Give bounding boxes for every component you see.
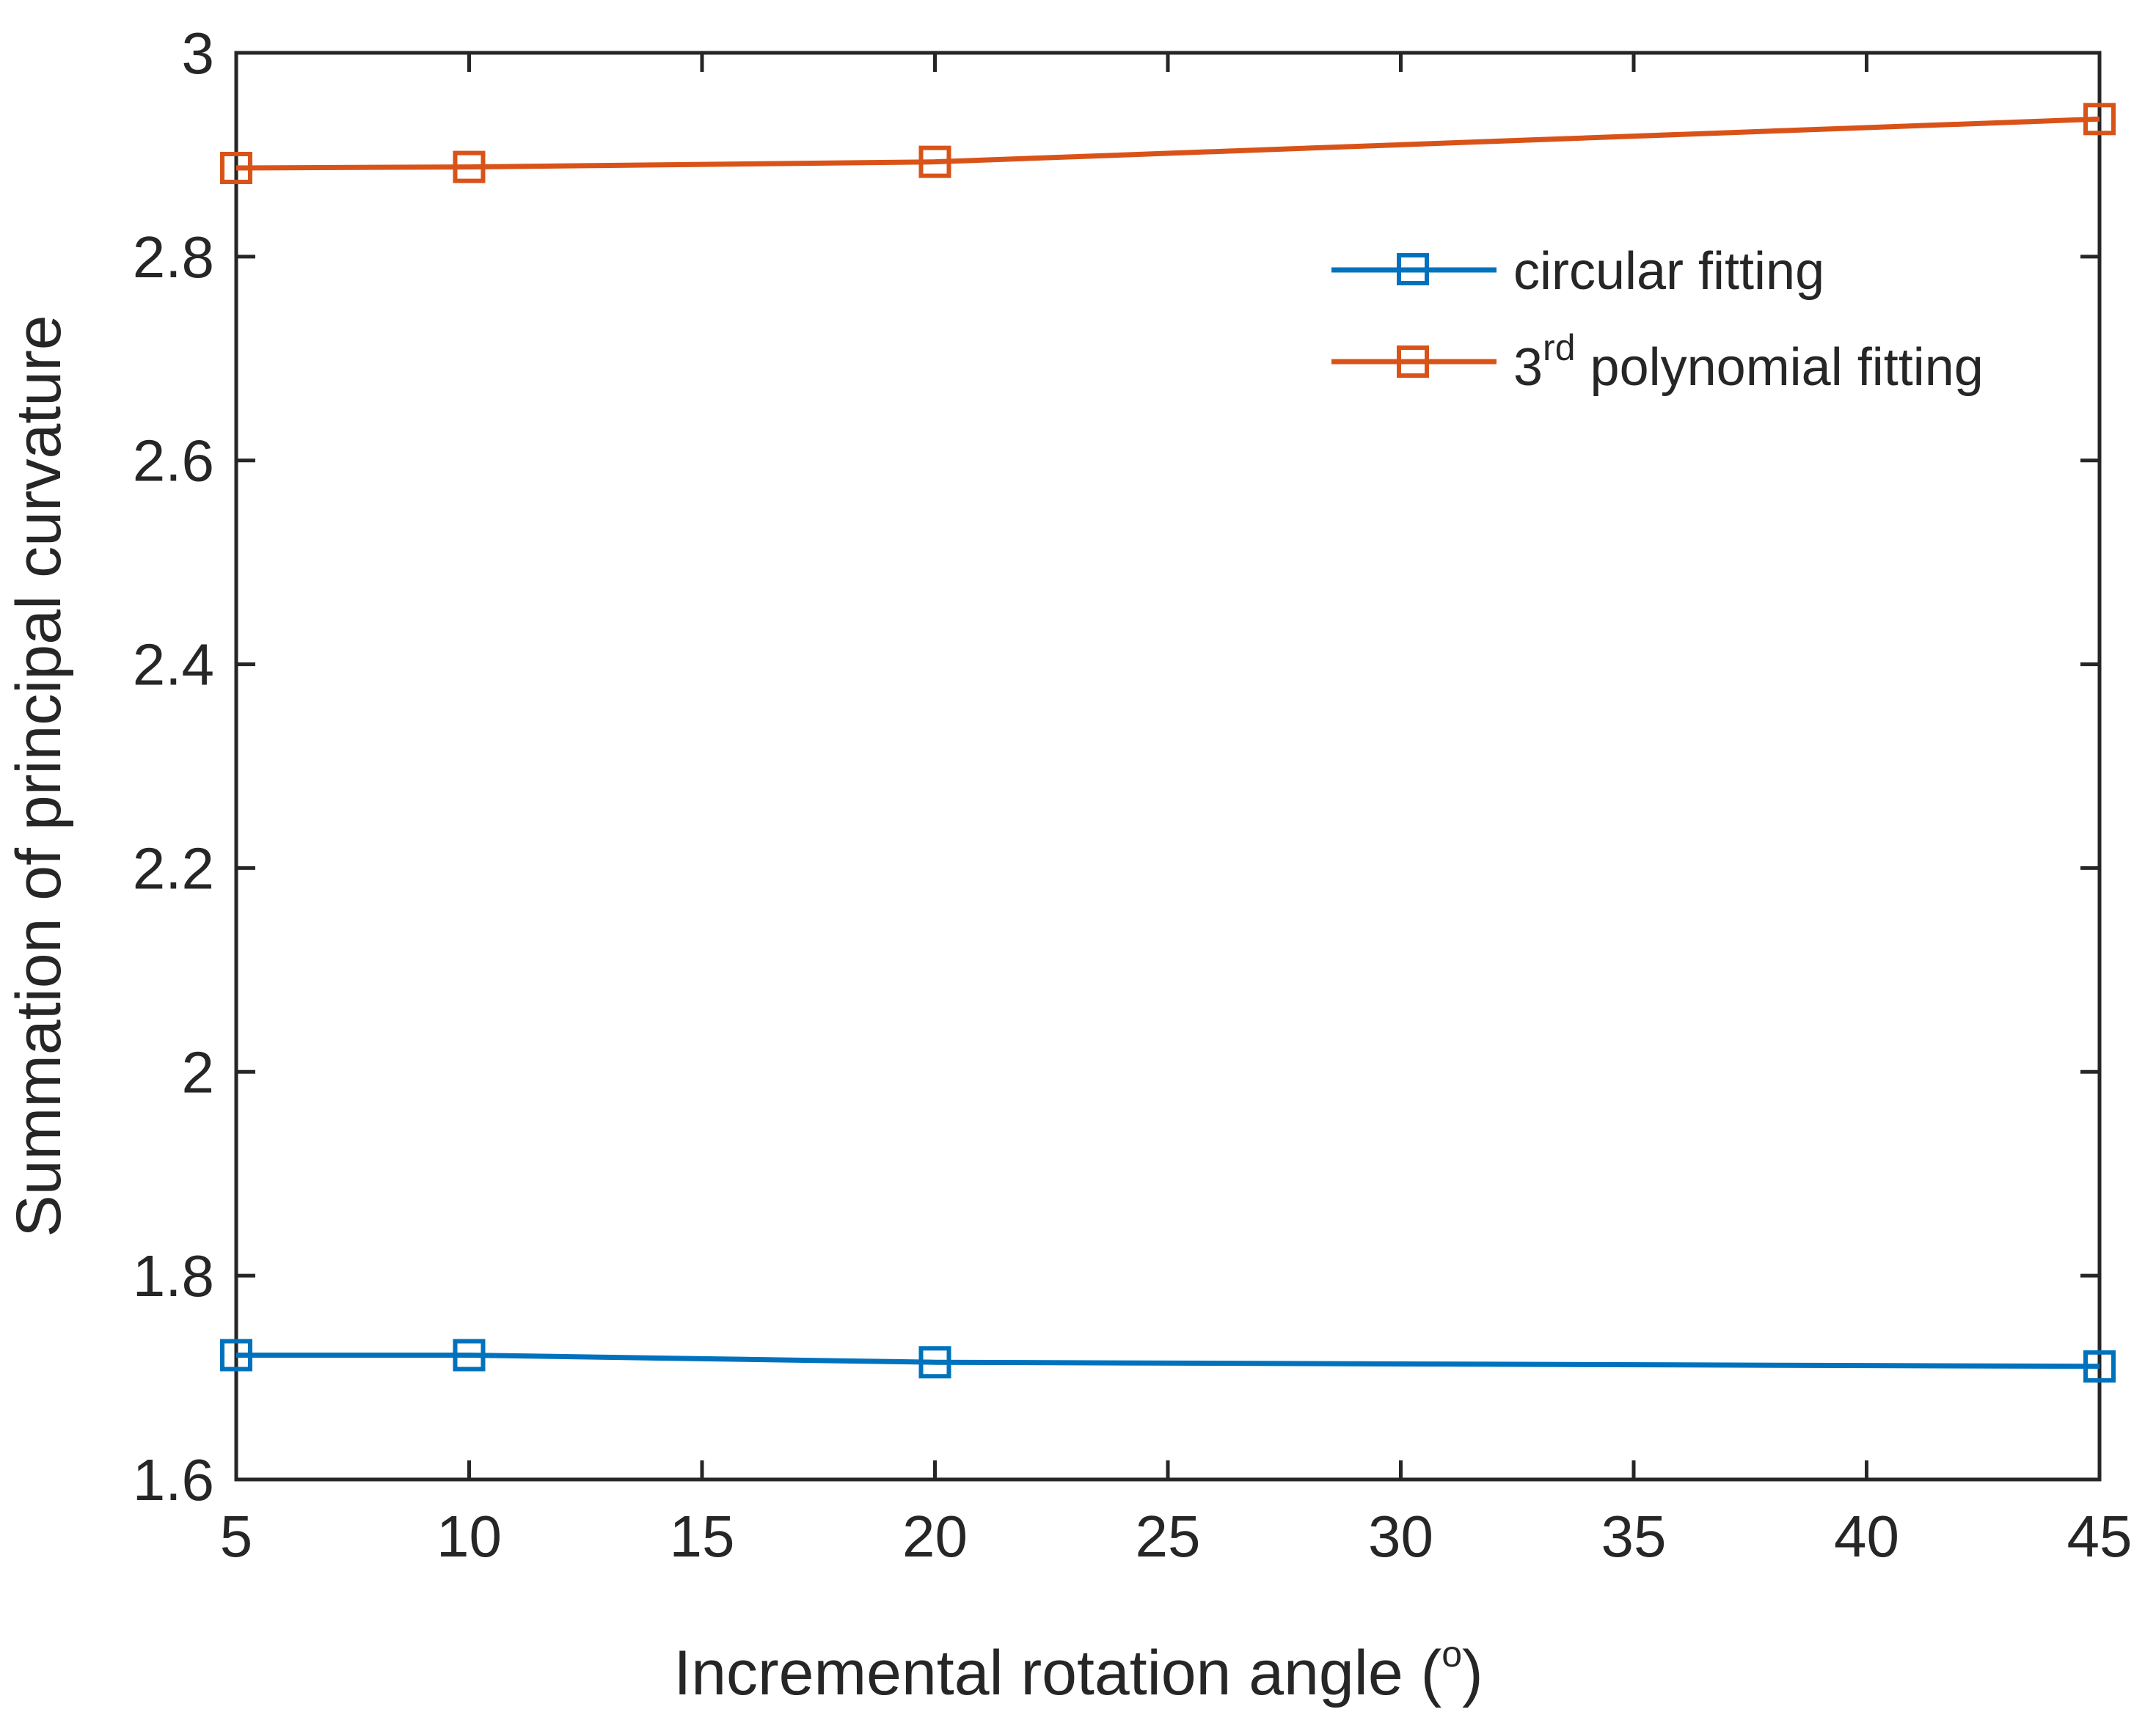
x-tick-label: 20 [902, 1504, 968, 1569]
data-point-polynomial [918, 145, 951, 178]
x-tick-label: 5 [220, 1504, 253, 1569]
y-tick-label: 2.6 [133, 428, 214, 494]
y-tick-label: 2.4 [133, 632, 214, 698]
x-tick-label: 45 [2067, 1504, 2133, 1569]
data-point-circular [918, 1346, 951, 1379]
data-point-polynomial [2083, 103, 2116, 136]
legend-entry-polynomial: 3rd polynomial fitting [1331, 327, 1984, 397]
x-axis-title: Incremental rotation angle (o) [673, 1634, 1483, 1708]
y-axis-title: Summation of principal curvature [4, 315, 74, 1237]
data-point-circular [453, 1339, 486, 1372]
x-tick-label: 30 [1368, 1504, 1433, 1569]
legend-entry-circular: circular fitting [1331, 242, 1824, 301]
y-tick-label: 2.8 [133, 224, 214, 290]
y-tick-label: 1.8 [133, 1243, 214, 1309]
legend-marker-polynomial [1397, 345, 1429, 378]
y-axis: 1.6 1.8 2 2.2 2.4 2.6 2.8 3 [133, 21, 2100, 1512]
y-tick-label: 2 [182, 1039, 215, 1105]
data-point-circular [220, 1339, 252, 1372]
data-point-polynomial [220, 151, 252, 184]
data-point-polynomial [453, 150, 486, 183]
series-line-polynomial [235, 116, 2100, 171]
legend: circular fitting 3rd polynomial fitting [1331, 242, 1984, 397]
y-tick-label: 1.6 [133, 1447, 214, 1512]
x-tick-label: 25 [1136, 1504, 1201, 1569]
data-point-circular [2083, 1350, 2116, 1383]
x-tick-label: 10 [436, 1504, 502, 1569]
x-tick-label: 35 [1601, 1504, 1667, 1569]
x-axis: 5 10 15 20 25 30 35 40 45 [220, 53, 2133, 1569]
legend-label-polynomial: 3rd polynomial fitting [1513, 327, 1984, 397]
series-layer [220, 103, 2116, 1383]
y-tick-label: 2.2 [133, 835, 214, 901]
legend-label-circular: circular fitting [1513, 242, 1824, 301]
y-tick-label: 3 [182, 21, 215, 86]
legend-marker-circular [1397, 253, 1429, 285]
x-tick-label: 15 [670, 1504, 735, 1569]
series-line-circular [236, 1353, 2100, 1369]
x-tick-label: 40 [1834, 1504, 1899, 1569]
